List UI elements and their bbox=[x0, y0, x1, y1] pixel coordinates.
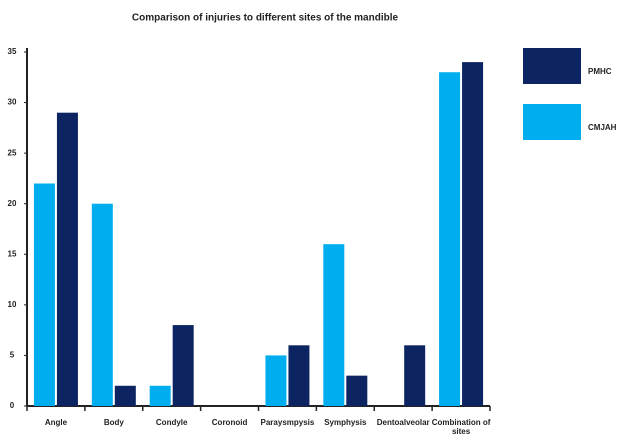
y-tick-label: 5 bbox=[10, 351, 15, 360]
x-tick-label: Dentoalveolar bbox=[376, 418, 430, 427]
bar bbox=[33, 183, 55, 406]
bar bbox=[439, 72, 461, 406]
legend-swatch bbox=[523, 48, 581, 84]
bar bbox=[265, 355, 287, 406]
legend-label: PMHC bbox=[588, 67, 612, 76]
x-tick-label: Condyle bbox=[155, 418, 188, 427]
y-tick-label: 10 bbox=[8, 300, 17, 309]
y-tick-label: 15 bbox=[8, 249, 17, 258]
bar bbox=[462, 62, 484, 406]
bar bbox=[114, 385, 136, 406]
bar bbox=[91, 203, 113, 406]
x-tick-label: Paraysmpysis bbox=[260, 418, 315, 427]
x-tick-label: Combination of sites bbox=[431, 418, 491, 435]
bar bbox=[172, 325, 194, 406]
chart-title: Comparison of injuries to different site… bbox=[132, 13, 399, 24]
bar bbox=[288, 345, 310, 406]
x-tick-label: Body bbox=[103, 418, 124, 427]
y-tick-label: 35 bbox=[8, 47, 17, 56]
y-tick-label: 20 bbox=[8, 199, 17, 208]
legend-label: CMJAH bbox=[588, 123, 617, 132]
y-tick-label: 25 bbox=[8, 148, 17, 157]
bar bbox=[323, 244, 345, 406]
bar bbox=[56, 112, 78, 406]
x-tick-label: Symphysis bbox=[324, 418, 367, 427]
bar bbox=[346, 375, 368, 406]
y-tick-label: 30 bbox=[8, 98, 17, 107]
y-tick-label: 0 bbox=[10, 401, 15, 410]
legend-swatch bbox=[523, 104, 581, 140]
bar bbox=[149, 385, 171, 406]
bar bbox=[404, 345, 426, 406]
x-tick-label: Coronoid bbox=[211, 418, 248, 427]
x-tick-label: Angle bbox=[44, 418, 68, 427]
